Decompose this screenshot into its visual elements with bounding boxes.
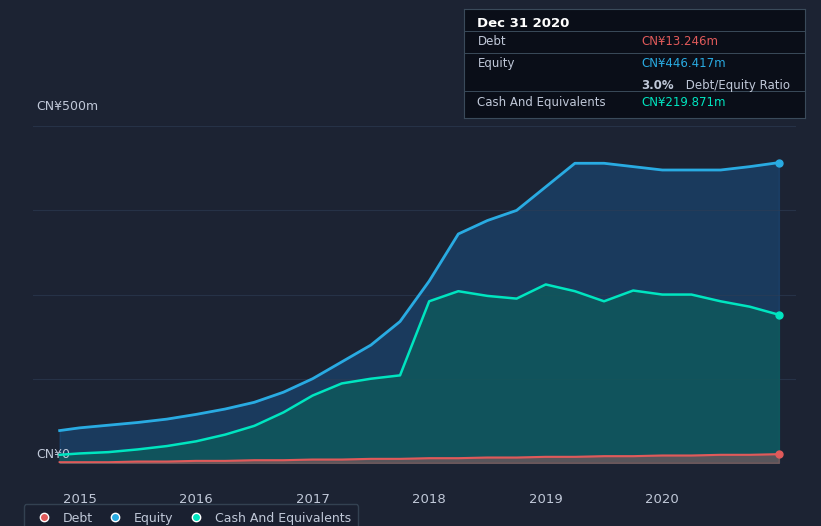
Text: CN¥0: CN¥0: [37, 448, 71, 461]
Legend: Debt, Equity, Cash And Equivalents: Debt, Equity, Cash And Equivalents: [24, 504, 358, 526]
Text: 2020: 2020: [645, 493, 679, 506]
Text: CN¥13.246m: CN¥13.246m: [641, 35, 718, 48]
Text: Debt/Equity Ratio: Debt/Equity Ratio: [682, 79, 790, 92]
Text: CN¥446.417m: CN¥446.417m: [641, 57, 726, 70]
Text: CN¥219.871m: CN¥219.871m: [641, 96, 726, 109]
Text: 3.0%: 3.0%: [641, 79, 674, 92]
Text: 2015: 2015: [62, 493, 96, 506]
Text: 2016: 2016: [179, 493, 213, 506]
Text: Dec 31 2020: Dec 31 2020: [478, 17, 570, 29]
Text: Debt: Debt: [478, 35, 506, 48]
Text: Equity: Equity: [478, 57, 515, 70]
Text: 2018: 2018: [412, 493, 446, 506]
Text: 2019: 2019: [529, 493, 562, 506]
Text: Cash And Equivalents: Cash And Equivalents: [478, 96, 606, 109]
Text: 2017: 2017: [296, 493, 329, 506]
Text: CN¥500m: CN¥500m: [37, 100, 99, 113]
